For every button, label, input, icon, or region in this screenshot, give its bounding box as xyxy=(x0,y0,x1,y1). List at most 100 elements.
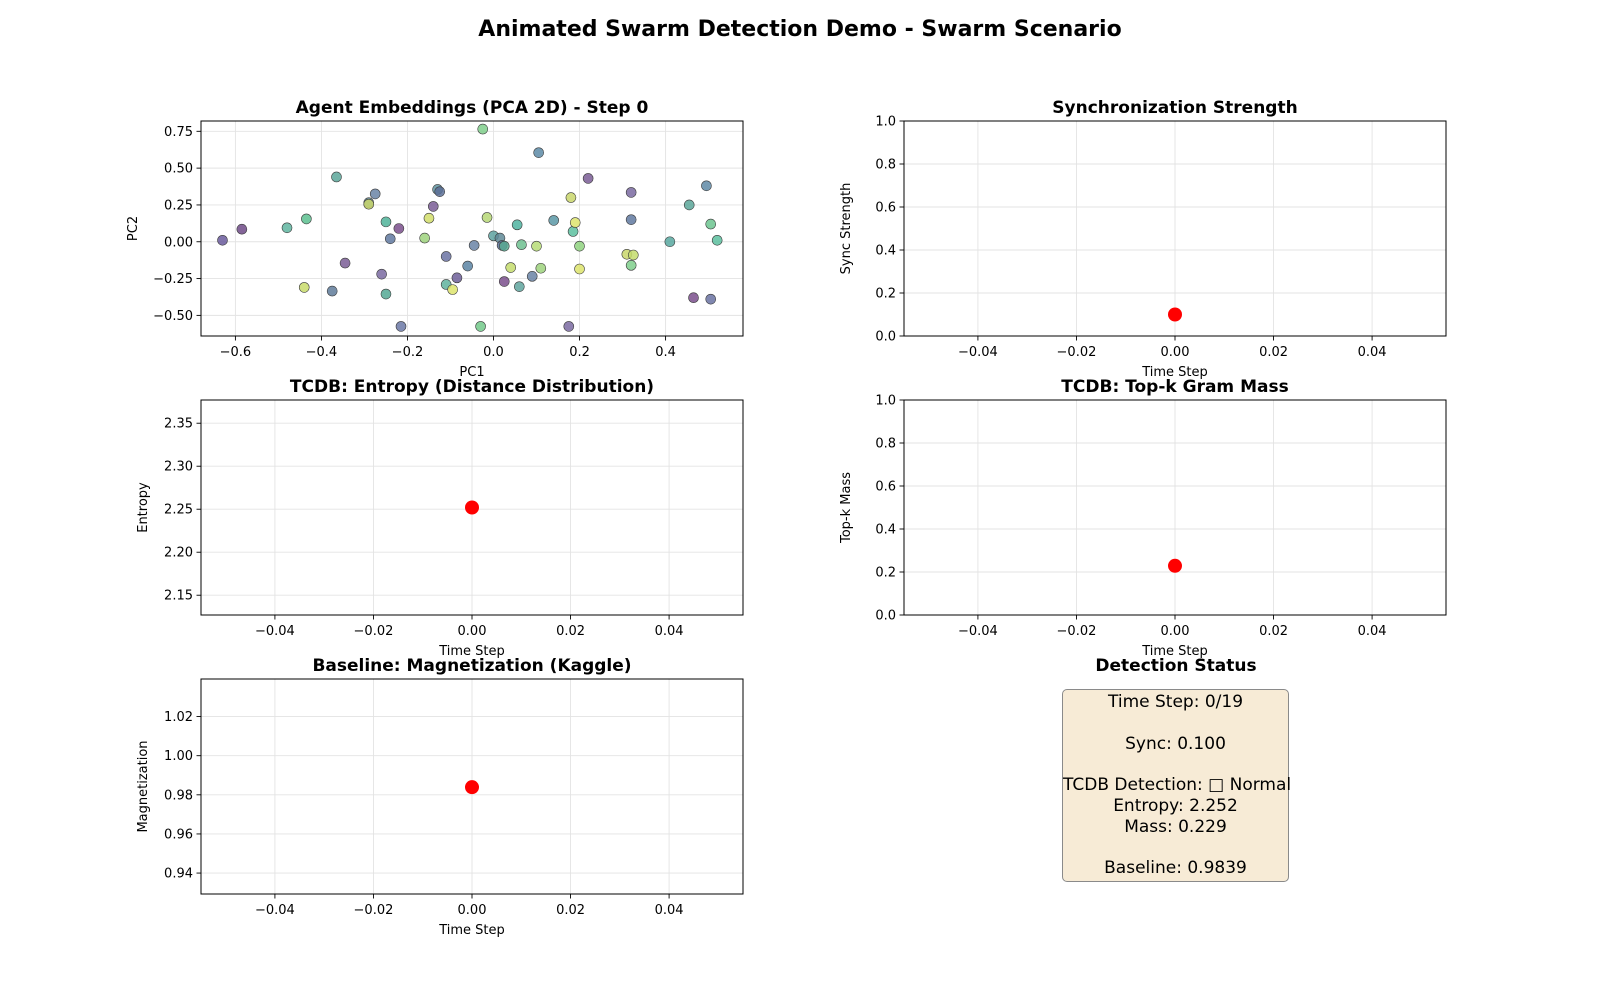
agent-point xyxy=(423,212,435,224)
y-tick-label: −0.25 xyxy=(153,272,193,287)
agent-point xyxy=(498,276,510,287)
agent-point xyxy=(451,272,463,284)
status-spacer xyxy=(1063,713,1288,734)
agent-point xyxy=(526,271,538,282)
x-axis-label: Time Step xyxy=(438,923,505,938)
agent-point xyxy=(563,321,575,332)
y-tick-label: 0.50 xyxy=(164,162,193,177)
agent-point xyxy=(569,217,581,228)
chart-entropy: −0.04 −0.02 0.00 0.02 0.04 2.15 2.20 2.25 2.30 2.… xyxy=(136,377,744,659)
y-tick-label: 0.25 xyxy=(164,198,193,213)
status-entropy: Entropy: 2.252 xyxy=(1113,795,1238,816)
agent-point xyxy=(664,236,676,248)
axes-frame xyxy=(903,399,1447,616)
agent-point xyxy=(481,212,493,223)
x-tick-label: 0.2 xyxy=(569,345,590,360)
x-tick-label: 0.02 xyxy=(1259,624,1288,639)
agent-point xyxy=(393,223,405,234)
chart-pca: −0.6 −0.4 −0.2 0.0 0.2 0.4 −0.50 −0.25 0.00 0.25 0… xyxy=(126,98,744,380)
agent-point xyxy=(574,263,585,275)
status-baseline: Baseline: 0.9839 xyxy=(1104,858,1247,879)
x-tick-label: −0.4 xyxy=(306,345,338,360)
y-tick-label: −0.50 xyxy=(153,309,193,324)
agent-point xyxy=(462,260,473,272)
agent-point xyxy=(688,292,699,304)
agent-point xyxy=(440,251,452,262)
y-tick-label: 0.2 xyxy=(875,287,896,302)
agent-point xyxy=(217,234,228,246)
agent-point xyxy=(625,260,637,271)
x-tick-label: −0.02 xyxy=(354,624,394,639)
y-tick-label: 2.35 xyxy=(164,417,193,432)
detection-status-box: Time Step: 0/19 Sync: 0.100 TCDB Detecti… xyxy=(1062,689,1292,882)
y-tick-label: 0.75 xyxy=(164,125,193,140)
chart-title: TCDB: Entropy (Distance Distribution) xyxy=(290,377,654,397)
agent-point xyxy=(567,226,579,237)
agent-point xyxy=(363,198,375,210)
y-tick-label: 0.6 xyxy=(875,201,896,216)
agent-point xyxy=(531,240,542,252)
agent-point xyxy=(281,222,293,234)
y-tick-label: 0.8 xyxy=(875,158,896,173)
x-tick-label: −0.02 xyxy=(354,903,394,918)
status-spacer xyxy=(1063,838,1288,859)
x-tick-label: −0.04 xyxy=(958,345,998,360)
agent-point xyxy=(380,288,392,300)
x-tick-label: −0.04 xyxy=(255,624,295,639)
y-tick-label: 1.00 xyxy=(164,749,193,764)
status-time-step: Time Step: 0/19 xyxy=(1107,692,1244,712)
series-point xyxy=(1168,558,1182,573)
chart-title: TCDB: Top-k Gram Mass xyxy=(1061,377,1288,397)
agent-point xyxy=(705,293,717,305)
y-tick-label: 0.8 xyxy=(875,437,896,452)
agent-point xyxy=(475,321,486,332)
x-tick-label: 0.00 xyxy=(1161,345,1190,360)
x-tick-label: 0.00 xyxy=(458,624,487,639)
agent-point xyxy=(447,284,458,295)
x-axis-label: PC1 xyxy=(459,365,484,380)
agent-point xyxy=(705,218,717,230)
agent-point xyxy=(683,199,695,211)
chart-sync: −0.04 −0.02 0.00 0.02 0.04 0.0 0.2 0.4 0.6 0.8 1.0… xyxy=(839,98,1447,380)
agent-point xyxy=(565,192,577,203)
y-tick-label: 1.02 xyxy=(164,710,193,725)
chart-title: Synchronization Strength xyxy=(1052,98,1297,118)
agent-point xyxy=(434,186,446,197)
figure-title: Animated Swarm Detection Demo - Swarm Sc… xyxy=(478,17,1121,42)
agent-point xyxy=(376,268,387,280)
agent-point xyxy=(516,239,527,250)
y-tick-label: 2.20 xyxy=(164,546,193,561)
series-point xyxy=(465,500,479,515)
x-tick-label: 0.04 xyxy=(655,624,684,639)
x-tick-label: −0.04 xyxy=(255,903,295,918)
agent-point xyxy=(498,240,510,252)
x-tick-label: 0.04 xyxy=(1358,345,1387,360)
x-tick-label: −0.2 xyxy=(392,345,424,360)
chart-mass: −0.04 −0.02 0.00 0.02 0.04 0.0 0.2 0.4 0.6 0.8 1.0… xyxy=(839,377,1447,659)
agent-point xyxy=(574,240,585,252)
agent-point xyxy=(533,147,544,158)
y-tick-label: 2.30 xyxy=(164,460,193,475)
agent-point xyxy=(326,285,338,297)
agent-point xyxy=(236,223,248,235)
axes-frame xyxy=(200,399,744,616)
agent-point xyxy=(477,123,489,135)
y-tick-label: 0.6 xyxy=(875,480,896,495)
agent-point xyxy=(582,173,594,184)
y-tick-label: 0.0 xyxy=(875,609,896,624)
chart-mag: −0.04 −0.02 0.00 0.02 0.04 0.94 0.96 0.98 1.00 1.… xyxy=(136,656,744,938)
x-tick-label: 0.0 xyxy=(483,345,504,360)
y-axis-label: Entropy xyxy=(136,482,151,533)
y-axis-label: Sync Strength xyxy=(839,183,854,275)
x-tick-label: 0.02 xyxy=(556,903,585,918)
y-tick-label: 0.4 xyxy=(875,244,896,259)
x-tick-label: 0.00 xyxy=(1161,624,1190,639)
agent-point xyxy=(514,281,525,292)
status-tcdb-detection: TCDB Detection: □ Normal xyxy=(1063,775,1292,796)
status-mass: Mass: 0.229 xyxy=(1124,816,1227,837)
y-tick-label: 1.0 xyxy=(875,394,896,409)
y-tick-label: 1.0 xyxy=(875,115,896,130)
agent-point xyxy=(628,249,639,261)
y-tick-label: 2.25 xyxy=(164,503,193,518)
